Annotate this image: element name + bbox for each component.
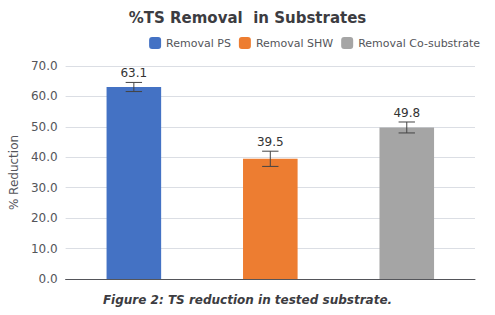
svg-text:49.8: 49.8 xyxy=(393,106,420,120)
svg-text:30.0: 30.0 xyxy=(31,181,58,195)
svg-text:39.5: 39.5 xyxy=(257,135,284,149)
svg-text:63.1: 63.1 xyxy=(120,66,147,80)
svg-text:Removal SHW: Removal SHW xyxy=(256,37,333,50)
svg-text:%TS Removal in Substrates: %TS Removal in Substrates xyxy=(129,9,367,27)
svg-text:60.0: 60.0 xyxy=(31,89,58,103)
svg-text:0.0: 0.0 xyxy=(39,272,58,286)
svg-text:10.0: 10.0 xyxy=(31,242,58,256)
svg-text:20.0: 20.0 xyxy=(31,211,58,225)
svg-text:Removal PS: Removal PS xyxy=(166,37,231,50)
svg-text:Removal Co-substrate: Removal Co-substrate xyxy=(358,37,480,50)
svg-text:% Reduction: % Reduction xyxy=(7,135,21,210)
svg-text:Figure 2: TS reduction in test: Figure 2: TS reduction in tested substra… xyxy=(103,293,392,307)
svg-text:70.0: 70.0 xyxy=(31,59,58,73)
svg-text:40.0: 40.0 xyxy=(31,150,58,164)
svg-text:50.0: 50.0 xyxy=(31,120,58,134)
